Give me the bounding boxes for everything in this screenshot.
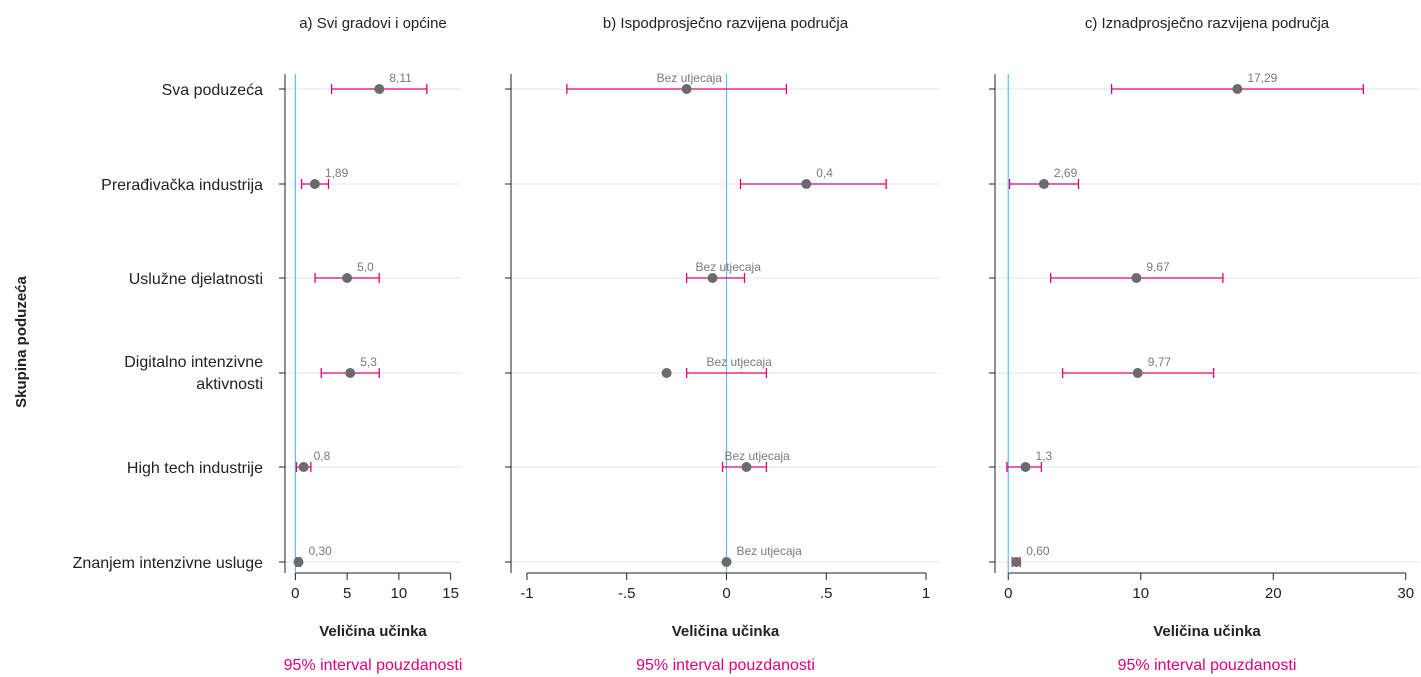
estimate-point [801, 179, 812, 189]
panel-b: b) Ispodprosječno razvijena područja -1 -.… [505, 15, 940, 674]
category-label-line: aktivnosti [196, 376, 263, 393]
category-label: Prerađivačka industrija [101, 177, 263, 194]
x-tick-label: 10 [391, 585, 408, 602]
value-label: 8,11 [389, 71, 412, 85]
category-label-line: Digitalno intenzivne [124, 354, 263, 371]
value-label: 5,3 [360, 355, 377, 369]
panel-a: a) Svi gradovi i općine 0 5 10 15 8,11 1,89 5,0… [279, 15, 462, 674]
category-label: Digitalno intenzivne aktivnosti [124, 354, 263, 393]
estimate-point [1020, 462, 1031, 472]
estimate-point [661, 368, 672, 378]
ci-legend-note: 95% interval pouzdanosti [1118, 657, 1297, 674]
category-label: Uslužne djelatnosti [129, 271, 263, 288]
value-label: Bez utjecaja [706, 355, 772, 369]
x-tick-label: -1 [520, 585, 533, 602]
category-labels: Sva poduzeća Prerađivačka industrija Usluž… [73, 82, 263, 572]
value-label: 0,8 [314, 449, 331, 463]
value-label: 9,67 [1146, 260, 1170, 274]
y-axis-title: Skupina poduzeća [13, 276, 30, 408]
estimate-point [681, 84, 692, 94]
category-label: Znanjem intenzivne usluge [73, 555, 263, 572]
x-tick-label: 0 [291, 585, 299, 602]
estimate-point [293, 557, 304, 567]
estimate-point [1132, 368, 1143, 378]
value-label: 9,77 [1148, 355, 1172, 369]
estimate-point [741, 462, 752, 472]
estimate-point [374, 84, 385, 94]
estimate-point [1038, 179, 1049, 189]
estimate-point [1011, 557, 1022, 567]
value-label: Bez utjecaja [736, 544, 802, 558]
category-label: High tech industrije [127, 460, 263, 477]
x-tick-label: 30 [1397, 585, 1414, 602]
x-axis-label: Veličina učinka [319, 623, 427, 640]
estimate-point [309, 179, 320, 189]
category-label: Sva poduzeća [162, 82, 264, 99]
estimate-point [1131, 273, 1142, 283]
value-label: 1,89 [325, 166, 349, 180]
value-label: 2,69 [1054, 166, 1078, 180]
estimate-point [342, 273, 353, 283]
value-label: 5,0 [357, 260, 374, 274]
x-tick-label: 15 [442, 585, 459, 602]
value-label: 0,4 [816, 166, 833, 180]
x-tick-label: 10 [1132, 585, 1149, 602]
estimate-point [298, 462, 309, 472]
ci-legend-note: 95% interval pouzdanosti [636, 657, 815, 674]
estimate-point [345, 368, 356, 378]
panel-title: c) Iznadprosječno razvijena područja [1085, 15, 1330, 32]
x-axis-label: Veličina učinka [1153, 623, 1261, 640]
estimate-point [1232, 84, 1243, 94]
value-label: 1,3 [1035, 449, 1052, 463]
x-axis-label: Veličina učinka [672, 623, 780, 640]
x-tick-label: -.5 [618, 585, 636, 602]
x-tick-label: 20 [1265, 585, 1282, 602]
x-tick-label: 5 [343, 585, 351, 602]
value-label: Bez utjecaja [696, 260, 762, 274]
panel-c: c) Iznadprosječno razvijena područja 0 10 2… [989, 15, 1419, 674]
ci-legend-note: 95% interval pouzdanosti [284, 657, 463, 674]
panel-title: a) Svi gradovi i općine [299, 15, 447, 32]
x-tick-label: 0 [722, 585, 730, 602]
estimate-point [707, 273, 718, 283]
x-tick-label: 0 [1004, 585, 1012, 602]
value-label: 0,30 [308, 544, 332, 558]
panel-title: b) Ispodprosječno razvijena područja [603, 15, 849, 32]
value-label: 0,60 [1026, 544, 1050, 558]
value-label: Bez utjecaja [724, 449, 790, 463]
x-tick-label: 1 [922, 585, 930, 602]
value-label: Bez utjecaja [657, 71, 723, 85]
estimate-point [721, 557, 732, 567]
x-tick-label: .5 [820, 585, 833, 602]
value-label: 17,29 [1247, 71, 1277, 85]
